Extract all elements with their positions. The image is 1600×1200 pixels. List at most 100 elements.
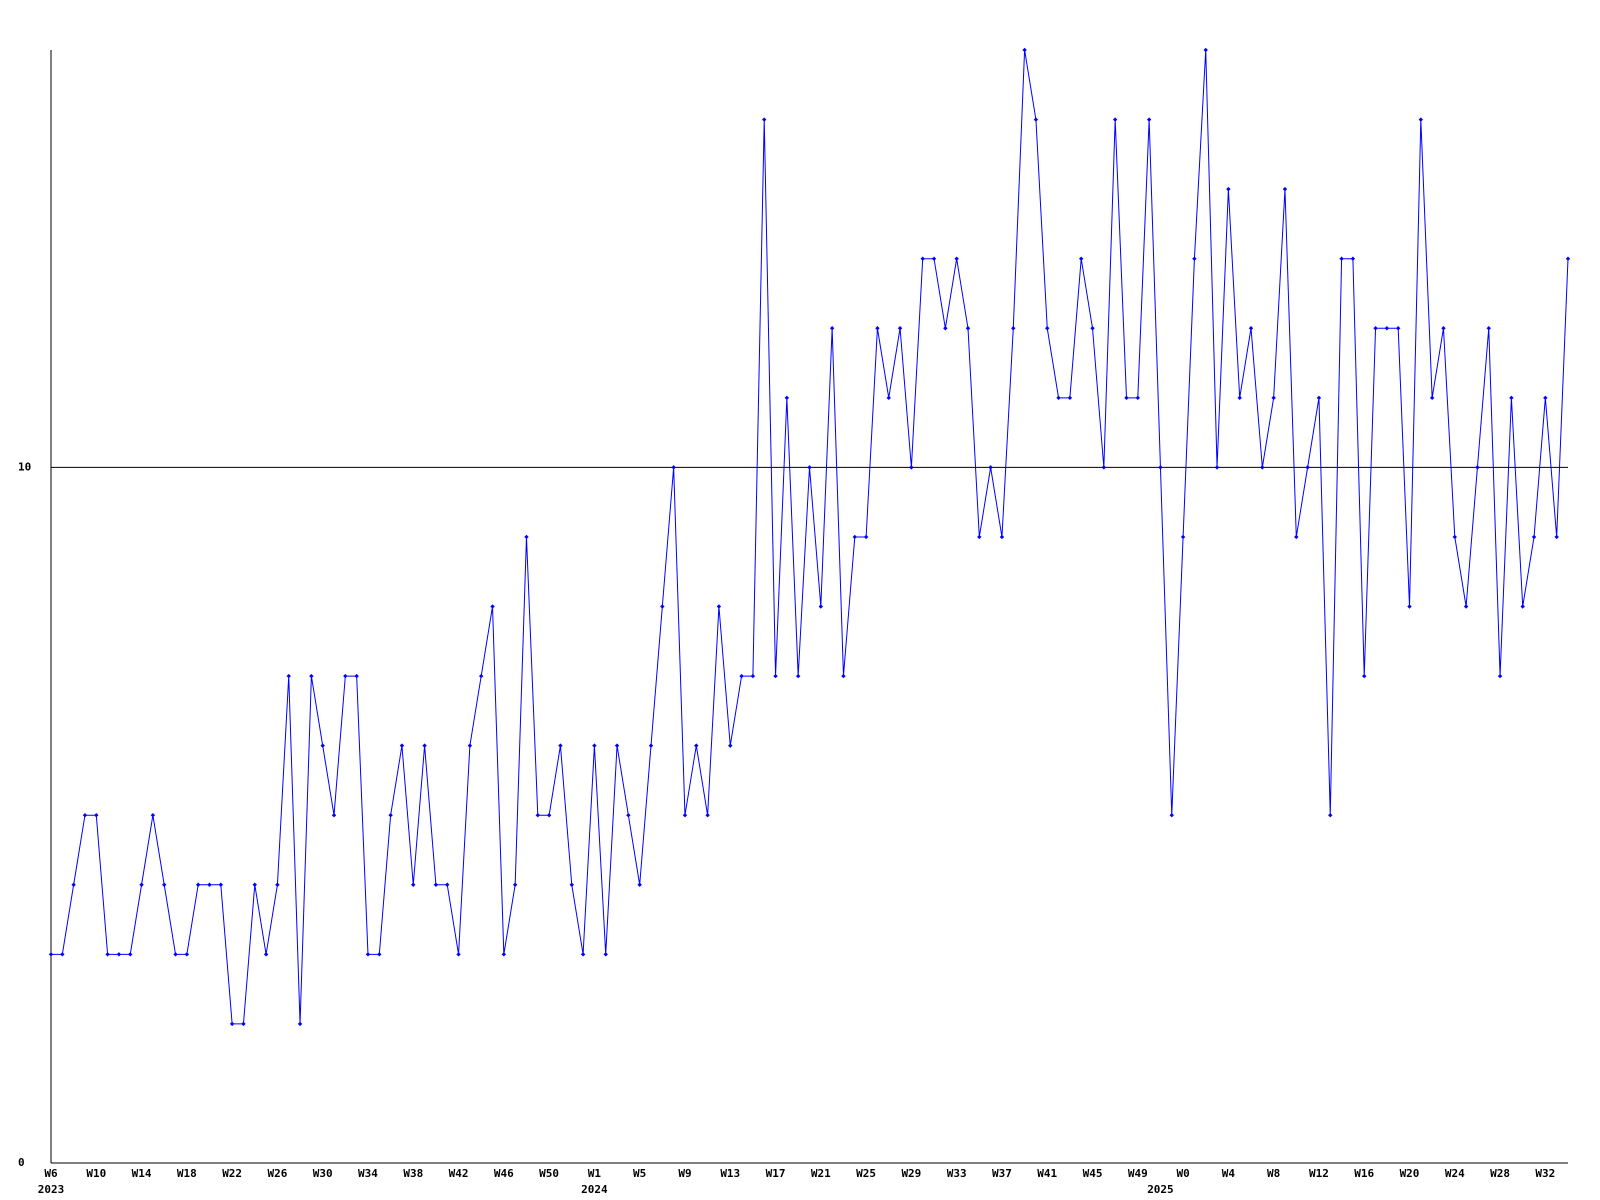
data-point xyxy=(818,604,824,609)
data-point xyxy=(422,743,427,748)
data-point xyxy=(728,743,733,748)
data-point xyxy=(399,743,405,748)
data-point xyxy=(603,952,608,957)
x-tick-label: W22 xyxy=(222,1167,242,1180)
data-point xyxy=(829,326,835,331)
data-point xyxy=(1056,395,1061,401)
data-point xyxy=(558,743,563,748)
data-point xyxy=(195,882,201,887)
data-point xyxy=(1339,256,1344,261)
data-point xyxy=(784,395,790,401)
data-point xyxy=(965,326,971,331)
x-tick-label: W29 xyxy=(901,1167,921,1180)
data-point xyxy=(535,812,540,818)
x-tick-label: W14 xyxy=(132,1167,152,1180)
data-point xyxy=(954,256,959,261)
data-point xyxy=(1271,395,1276,401)
data-point xyxy=(263,952,269,957)
data-point xyxy=(1554,534,1559,540)
data-point xyxy=(1033,117,1039,122)
data-point xyxy=(377,952,382,957)
data-point xyxy=(512,882,518,887)
data-point xyxy=(977,534,982,540)
data-point xyxy=(1452,534,1457,540)
data-point xyxy=(1429,395,1435,401)
x-tick-label: W30 xyxy=(313,1167,333,1180)
data-point xyxy=(150,812,156,818)
data-point xyxy=(218,882,224,887)
data-point xyxy=(1011,326,1016,331)
data-point xyxy=(1531,534,1537,540)
x-tick-label: W28 xyxy=(1490,1167,1510,1180)
data-point xyxy=(1158,465,1163,470)
data-point xyxy=(1124,395,1129,401)
x-tick-label: W42 xyxy=(449,1167,469,1180)
data-point xyxy=(1328,812,1333,818)
data-point xyxy=(1180,534,1186,540)
data-point xyxy=(1067,395,1073,401)
data-point xyxy=(863,534,869,540)
data-point xyxy=(1509,395,1514,401)
data-point xyxy=(648,743,654,748)
data-point xyxy=(286,673,291,679)
data-point xyxy=(456,952,461,957)
data-point xyxy=(1237,395,1242,401)
data-point xyxy=(207,882,212,887)
data-point xyxy=(71,882,76,887)
data-point xyxy=(1045,326,1050,331)
data-point xyxy=(909,465,914,470)
data-point xyxy=(1305,465,1310,470)
data-point xyxy=(1395,326,1401,331)
x-tick-label: W9 xyxy=(678,1167,691,1180)
data-point xyxy=(1079,256,1084,261)
data-point xyxy=(988,465,993,470)
x-tick-label: W16 xyxy=(1354,1167,1374,1180)
x-tick-label: W0 xyxy=(1176,1167,1189,1180)
data-point xyxy=(671,465,676,470)
data-point xyxy=(241,1021,246,1027)
x-tick-label: W4 xyxy=(1222,1167,1236,1180)
x-tick-label: W25 xyxy=(856,1167,876,1180)
data-point xyxy=(682,812,688,818)
data-point xyxy=(501,952,507,957)
data-point xyxy=(1203,47,1208,53)
x-tick-label: W18 xyxy=(177,1167,197,1180)
data-point xyxy=(1214,465,1220,470)
data-point xyxy=(580,952,586,957)
x-tick-label: W50 xyxy=(539,1167,559,1180)
data-point xyxy=(920,256,925,261)
data-point xyxy=(875,326,880,331)
data-point xyxy=(1463,604,1469,609)
data-point xyxy=(1362,673,1367,679)
data-point xyxy=(705,812,710,818)
data-point xyxy=(1169,812,1174,818)
x-tick-label: W10 xyxy=(86,1167,106,1180)
x-year-label: 2023 xyxy=(38,1183,65,1196)
data-point xyxy=(445,882,450,887)
data-point xyxy=(694,743,699,748)
y-tick-label: 10 xyxy=(18,460,31,473)
data-point xyxy=(1112,117,1118,122)
data-point xyxy=(478,673,484,679)
data-point xyxy=(331,812,337,818)
data-point xyxy=(841,673,846,679)
data-point xyxy=(852,534,857,540)
data-point xyxy=(1350,256,1356,261)
data-point xyxy=(365,952,371,957)
x-tick-label: W17 xyxy=(766,1167,786,1180)
x-tick-label: W37 xyxy=(992,1167,1012,1180)
x-tick-label: W49 xyxy=(1128,1167,1148,1180)
x-year-label: 2024 xyxy=(581,1183,608,1196)
data-point xyxy=(1022,47,1027,53)
data-point xyxy=(1248,326,1254,331)
data-point xyxy=(524,534,529,540)
data-point xyxy=(999,534,1005,540)
data-point xyxy=(614,743,620,748)
data-point xyxy=(1294,534,1299,540)
data-point xyxy=(433,882,439,887)
data-point xyxy=(1316,395,1322,401)
data-point xyxy=(275,882,280,887)
data-point xyxy=(1441,326,1446,331)
x-tick-label: W32 xyxy=(1535,1167,1555,1180)
